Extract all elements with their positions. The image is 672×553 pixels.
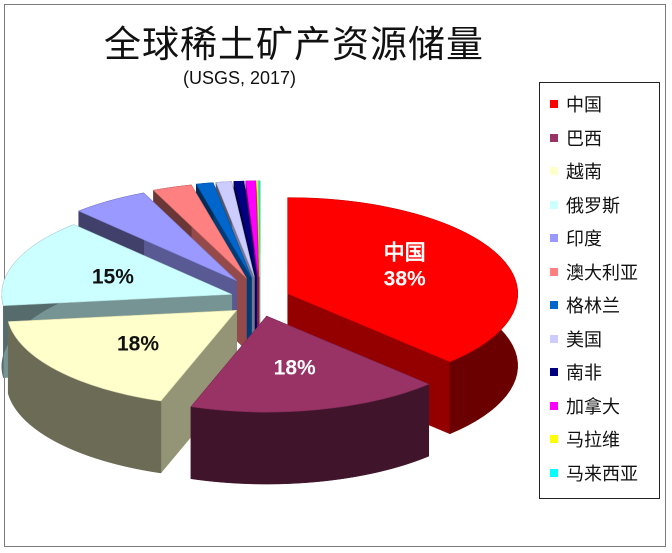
legend-label: 加拿大	[566, 396, 620, 418]
legend-swatch	[550, 267, 558, 276]
legend-item-俄罗斯: 俄罗斯	[550, 190, 620, 220]
pie-slice-越南	[7, 309, 238, 474]
legend-swatch	[550, 334, 558, 343]
legend-item-印度: 印度	[550, 223, 602, 253]
legend-label: 澳大利亚	[566, 262, 638, 284]
legend-label: 美国	[566, 329, 602, 351]
legend-swatch	[550, 301, 558, 309]
chart-subtitle: (USGS, 2017)	[183, 68, 297, 88]
slice-percent-label-越南: 18%	[117, 332, 159, 355]
pie-slice-巴西	[190, 315, 430, 485]
legend-swatch	[550, 401, 558, 410]
legend-label: 巴西	[566, 128, 602, 150]
legend-label: 印度	[566, 229, 602, 250]
legend-item-格林兰: 格林兰	[550, 290, 620, 320]
legend-swatch	[550, 200, 558, 209]
legend-item-中国: 中国	[550, 89, 602, 119]
legend-swatch	[550, 167, 558, 175]
legend-label: 南非	[566, 363, 602, 384]
legend-item-加拿大: 加拿大	[550, 391, 620, 421]
legend-label: 马来西亚	[566, 463, 638, 485]
pie-slice-马拉维	[256, 180, 260, 349]
legend-item-巴西: 巴西	[550, 123, 602, 153]
slice-percent-label-中国: 38%	[384, 268, 426, 291]
slice-percent-label-巴西: 18%	[274, 357, 316, 380]
legend-swatch	[550, 100, 558, 108]
legend-label: 越南	[566, 162, 602, 183]
legend-item-马来西亚: 马来西亚	[550, 458, 638, 488]
legend-swatch	[550, 368, 558, 376]
legend-swatch	[550, 234, 558, 242]
slice-name-label-中国: 中国	[384, 242, 426, 265]
legend-item-马拉维: 马拉维	[550, 424, 620, 454]
legend-swatch	[550, 133, 558, 142]
legend-item-美国: 美国	[550, 324, 602, 354]
legend-swatch	[550, 468, 558, 477]
slice-percent-label-俄罗斯: 15%	[92, 265, 134, 288]
legend-label: 格林兰	[566, 296, 620, 317]
legend-item-越南: 越南	[550, 156, 602, 186]
legend-item-南非: 南非	[550, 357, 602, 387]
legend-label: 马拉维	[566, 430, 620, 451]
legend-label: 俄罗斯	[566, 195, 620, 217]
chart-legend: 中国巴西越南俄罗斯印度澳大利亚格林兰美国南非加拿大马拉维马来西亚	[539, 82, 660, 499]
legend-item-澳大利亚: 澳大利亚	[550, 257, 638, 287]
legend-swatch	[550, 435, 558, 443]
legend-label: 中国	[566, 95, 602, 116]
chart-title: 全球稀土矿产资源储量	[104, 23, 484, 66]
